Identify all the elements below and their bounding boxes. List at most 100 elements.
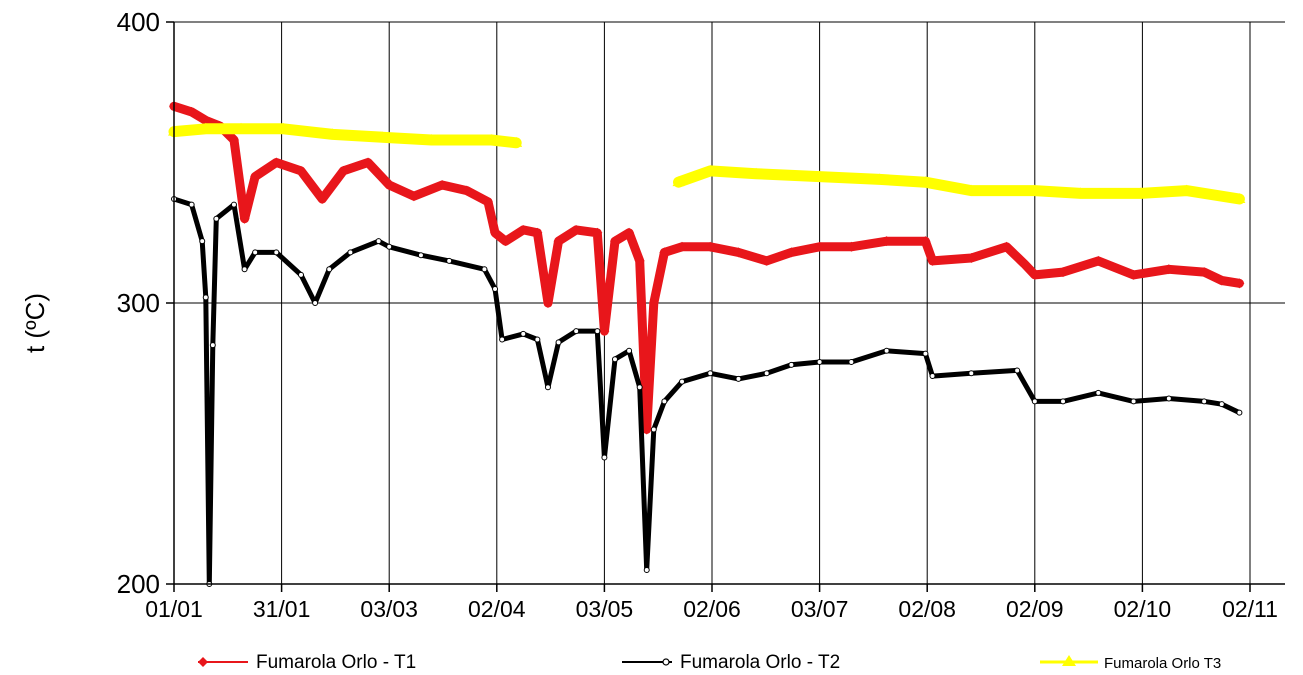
chart-series xyxy=(168,101,1246,587)
data-point xyxy=(643,566,650,573)
data-point xyxy=(788,361,795,368)
data-point xyxy=(209,342,216,349)
data-point xyxy=(966,253,977,264)
x-tick-labels: 01/01 31/01 03/03 02/04 03/05 02/06 03/07 02/08… xyxy=(145,596,1278,622)
data-point xyxy=(1028,184,1041,195)
data-point xyxy=(312,300,319,306)
x-tick-label: 03/07 xyxy=(791,596,849,622)
data-point xyxy=(626,347,633,354)
y-axis-label: t (ºC) xyxy=(20,293,50,353)
data-point xyxy=(1060,398,1067,405)
data-point xyxy=(761,255,772,266)
data-point xyxy=(228,135,239,146)
x-tick-label: 02/10 xyxy=(1114,596,1172,622)
data-point xyxy=(624,227,635,238)
data-point xyxy=(326,128,339,139)
data-point xyxy=(594,328,601,335)
legend-label: Fumarola Orlo T3 xyxy=(1104,655,1221,672)
data-point xyxy=(386,243,393,250)
data-point xyxy=(485,134,498,145)
series-1 xyxy=(169,101,1245,435)
data-point xyxy=(750,167,763,178)
series-2 xyxy=(171,196,1243,587)
data-point xyxy=(1216,275,1227,286)
data-point xyxy=(873,173,886,184)
data-point xyxy=(659,247,670,258)
data-point xyxy=(518,224,529,235)
data-point xyxy=(634,255,645,266)
x-tick-label: 01/01 xyxy=(145,596,203,622)
data-point xyxy=(202,294,209,301)
x-tick-label: 31/01 xyxy=(253,596,311,622)
legend-marker xyxy=(198,657,208,667)
data-point xyxy=(1029,269,1040,280)
data-point xyxy=(230,201,237,208)
data-point xyxy=(347,249,354,256)
data-point xyxy=(677,241,688,252)
data-point xyxy=(704,164,717,175)
y-tick-label: 200 xyxy=(117,569,160,599)
data-point xyxy=(881,236,892,247)
data-point xyxy=(481,266,488,273)
data-point xyxy=(968,370,975,377)
data-point xyxy=(492,285,499,292)
data-point xyxy=(553,236,564,247)
data-point xyxy=(672,176,685,187)
data-point xyxy=(188,201,195,208)
data-point xyxy=(919,176,932,187)
data-point xyxy=(1001,241,1012,252)
data-point xyxy=(648,298,659,308)
data-point xyxy=(425,134,438,145)
data-point xyxy=(298,271,305,278)
data-point xyxy=(920,236,931,247)
data-point xyxy=(199,238,206,245)
data-point xyxy=(707,370,714,377)
data-point xyxy=(461,185,472,196)
series-line xyxy=(673,165,1245,205)
data-point xyxy=(186,106,197,117)
y-tick-label: 400 xyxy=(117,7,160,37)
data-point xyxy=(814,241,825,252)
data-point xyxy=(965,184,978,195)
legend-item-2: Fumarola Orlo - T2 xyxy=(622,652,840,673)
data-point xyxy=(611,356,618,363)
data-point xyxy=(661,398,668,405)
data-point xyxy=(735,375,742,382)
data-point xyxy=(609,236,620,247)
data-point xyxy=(601,454,608,461)
data-point xyxy=(338,165,349,176)
data-point xyxy=(786,247,797,258)
data-point xyxy=(679,378,686,385)
data-point xyxy=(384,179,395,190)
data-point xyxy=(1093,255,1104,266)
data-point xyxy=(482,196,493,207)
data-point xyxy=(1233,193,1246,204)
data-point xyxy=(1074,187,1087,198)
data-point xyxy=(446,257,453,264)
legend-item-1: Fumarola Orlo - T1 xyxy=(198,652,416,673)
data-point xyxy=(277,122,290,133)
data-point xyxy=(499,336,506,343)
data-point xyxy=(1234,278,1245,289)
data-point xyxy=(520,330,527,337)
legend-label: Fumarola Orlo - T2 xyxy=(680,652,840,673)
data-point xyxy=(1014,367,1021,374)
data-point xyxy=(1130,398,1137,405)
data-point xyxy=(1031,398,1038,405)
data-point xyxy=(239,213,250,224)
data-point xyxy=(1236,409,1243,416)
data-point xyxy=(363,157,374,168)
data-point xyxy=(1058,267,1069,278)
data-point xyxy=(650,426,657,433)
data-point xyxy=(376,131,389,142)
data-point xyxy=(641,424,652,435)
x-tick-label: 02/09 xyxy=(1006,596,1064,622)
legend-item-3: Fumarola Orlo T3 xyxy=(1040,655,1221,672)
data-point xyxy=(408,191,419,202)
legend: Fumarola Orlo - T1 Fumarola Orlo - T2 Fuma… xyxy=(198,652,1221,673)
data-point xyxy=(846,241,857,252)
data-point xyxy=(326,266,333,273)
data-point xyxy=(534,336,541,343)
data-point xyxy=(1180,184,1193,195)
